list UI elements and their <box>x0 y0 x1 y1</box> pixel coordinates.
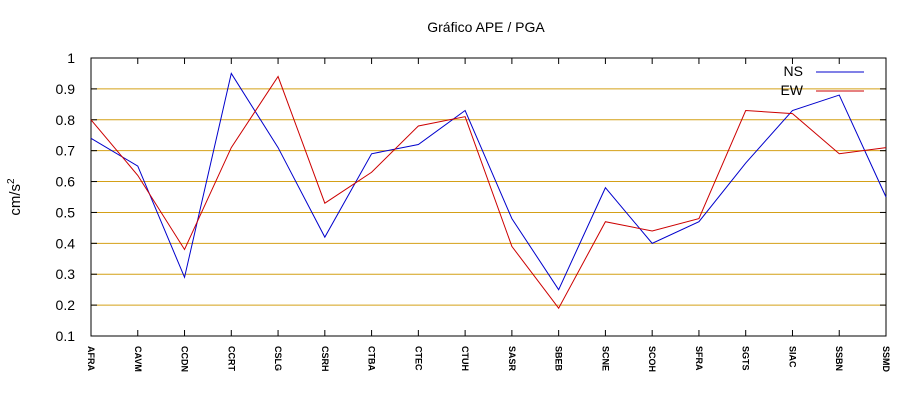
plot-border <box>90 57 887 337</box>
chart-title: Gráfico APE / PGA <box>427 19 545 35</box>
series-lines <box>90 72 887 310</box>
legend-label-ns: NS <box>784 63 803 79</box>
y-tick-label: 0.4 <box>56 235 76 251</box>
x-tick-label: SGTS <box>741 346 751 371</box>
y-tick-label: 0.5 <box>56 204 76 220</box>
y-tick-label: 0.1 <box>56 328 76 344</box>
y-tick-label: 0.9 <box>56 81 76 97</box>
x-tick-label: SASR <box>507 346 517 372</box>
x-tick-label: SSMD <box>881 346 891 373</box>
x-tick-label: SCOH <box>647 346 657 372</box>
y-tick-label: 0.7 <box>56 143 76 159</box>
y-tick-label: 0.6 <box>56 174 76 190</box>
x-tick-label: CSRH <box>320 346 330 372</box>
legend: NS EW <box>780 63 864 98</box>
grid-lines <box>91 88 886 306</box>
y-axis-label-text: cm/s <box>7 184 24 216</box>
x-tick-labels: AFRA CAVM CCDN CCRT CSLG CSRH CTBA CTEC CTUH SASR… <box>86 346 891 373</box>
x-tick-label: CCDN <box>180 346 190 372</box>
y-tick-label: 0.3 <box>56 266 76 282</box>
legend-label-ew: EW <box>780 82 803 98</box>
series-line-ew <box>90 75 887 310</box>
x-tick-label: CTEC <box>413 346 423 371</box>
y-axis-label-superscript: 2 <box>6 178 17 184</box>
series-line-ns <box>90 72 887 291</box>
x-tick-label: AFRA <box>86 346 96 371</box>
x-tick-label: CCRT <box>226 346 236 371</box>
x-tick-label: SSBN <box>834 346 844 371</box>
x-tick-label: SFRA <box>694 346 704 371</box>
x-tick-label: CTBA <box>367 346 377 371</box>
x-tick-label: SIAC <box>787 346 797 368</box>
x-tick-label: CTUH <box>460 346 470 371</box>
y-axis-label: cm/s2 <box>6 178 24 216</box>
y-tick-label: 0.8 <box>56 112 76 128</box>
svg-text:cm/s2: cm/s2 <box>6 178 24 216</box>
x-tick-label: CAVM <box>133 346 143 372</box>
axes <box>90 57 887 337</box>
y-tick-labels: 0.1 0.2 0.3 0.4 0.5 0.6 0.7 0.8 0.9 1 <box>56 50 76 344</box>
x-tick-label: SCNE <box>600 346 610 371</box>
y-tick-label: 0.2 <box>56 297 76 313</box>
x-tick-label: CSLG <box>273 346 283 371</box>
y-tick-label: 1 <box>67 50 75 66</box>
x-tick-label: SBEB <box>554 346 564 372</box>
